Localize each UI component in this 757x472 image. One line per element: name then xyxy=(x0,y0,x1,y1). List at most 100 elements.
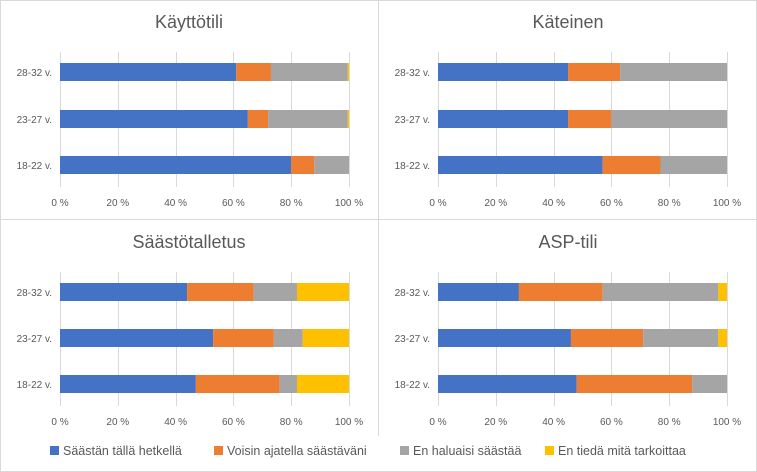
category-label: 18-22 v. xyxy=(17,161,52,172)
legend: Säästän tällä hetkellä Voisin ajatella sä… xyxy=(50,444,686,458)
x-tick-label: 0 % xyxy=(51,417,68,428)
x-tick-label: 60 % xyxy=(222,417,245,428)
bar-en-haluaisi-saastaa-23-27-v xyxy=(611,110,727,128)
bar-voisin-ajatella-saastavani-23-27-v xyxy=(570,329,644,347)
bar-en-tieda-mita-tarkoittaa-28-32-v xyxy=(718,283,727,301)
category-label: 28-32 v. xyxy=(17,68,52,79)
x-tick-label: 40 % xyxy=(542,417,565,428)
bar-saastan-talla-hetkella-18-22-v xyxy=(60,156,292,174)
bar-saastan-talla-hetkella-28-32-v xyxy=(438,283,519,301)
x-tick-label: 60 % xyxy=(222,198,245,209)
legend-item-en-haluaisi-saastaa: En haluaisi säästää xyxy=(400,444,521,458)
bar-en-tieda-mita-tarkoittaa-23-27-v xyxy=(718,329,727,347)
bar-en-haluaisi-saastaa-18-22-v xyxy=(660,156,727,174)
bar-voisin-ajatella-saastavani-23-27-v xyxy=(213,329,274,347)
category-label: 28-32 v. xyxy=(17,288,52,299)
x-tick-label: 20 % xyxy=(484,417,507,428)
legend-item-en-tieda-mita-tarkoittaa: En tiedä mitä tarkoittaa xyxy=(545,444,686,458)
category-label: 18-22 v. xyxy=(395,380,430,391)
legend-swatch xyxy=(214,446,223,455)
bar-saastan-talla-hetkella-23-27-v xyxy=(60,110,248,128)
bar-saastan-talla-hetkella-18-22-v xyxy=(438,156,603,174)
legend-swatch xyxy=(400,446,409,455)
bar-en-tieda-mita-tarkoittaa-23-27-v xyxy=(347,110,349,128)
category-label: 28-32 v. xyxy=(395,288,430,299)
bar-voisin-ajatella-saastavani-28-32-v xyxy=(568,63,621,81)
bar-saastan-talla-hetkella-28-32-v xyxy=(438,63,569,81)
category-label: 23-27 v. xyxy=(17,334,52,345)
x-tick-label: 100 % xyxy=(713,417,741,428)
bar-saastan-talla-hetkella-23-27-v xyxy=(60,329,214,347)
bar-voisin-ajatella-saastavani-18-22-v xyxy=(291,156,315,174)
x-tick-label: 100 % xyxy=(335,198,363,209)
bar-voisin-ajatella-saastavani-28-32-v xyxy=(236,63,271,81)
bar-saastan-talla-hetkella-23-27-v xyxy=(438,329,571,347)
bar-en-tieda-mita-tarkoittaa-18-22-v xyxy=(296,375,349,393)
bar-en-haluaisi-saastaa-28-32-v xyxy=(602,283,719,301)
x-tick-label: 20 % xyxy=(484,198,507,209)
category-label: 23-27 v. xyxy=(17,115,52,126)
x-tick-label: 100 % xyxy=(335,417,363,428)
x-tick-label: 0 % xyxy=(429,417,446,428)
bar-en-haluaisi-saastaa-23-27-v xyxy=(268,110,348,128)
category-label: 18-22 v. xyxy=(395,161,430,172)
chart-title: Käteinen xyxy=(532,12,603,32)
bar-voisin-ajatella-saastavani-18-22-v xyxy=(195,375,280,393)
bar-en-tieda-mita-tarkoittaa-28-32-v xyxy=(296,283,349,301)
legend-label: Voisin ajatella säästäväni xyxy=(227,444,367,458)
panel-asp-tili: ASP-tili 0 % 20 % 40 % 60 % 80 % 100 % 28-32 v.… xyxy=(395,232,742,428)
bar-voisin-ajatella-saastavani-28-32-v xyxy=(518,283,603,301)
bar-voisin-ajatella-saastavani-23-27-v xyxy=(247,110,269,128)
legend-item-voisin-ajatella-saastavani: Voisin ajatella säästäväni xyxy=(214,444,367,458)
bar-saastan-talla-hetkella-18-22-v xyxy=(438,375,577,393)
bar-en-tieda-mita-tarkoittaa-28-32-v xyxy=(347,63,349,81)
x-tick-label: 40 % xyxy=(164,198,187,209)
bar-voisin-ajatella-saastavani-18-22-v xyxy=(602,156,661,174)
bar-saastan-talla-hetkella-23-27-v xyxy=(438,110,569,128)
bar-en-haluaisi-saastaa-23-27-v xyxy=(273,329,303,347)
x-tick-label: 20 % xyxy=(106,198,129,209)
bar-en-haluaisi-saastaa-28-32-v xyxy=(620,63,727,81)
bar-en-haluaisi-saastaa-18-22-v xyxy=(692,375,727,393)
bar-voisin-ajatella-saastavani-28-32-v xyxy=(187,283,254,301)
x-tick-label: 60 % xyxy=(600,198,623,209)
x-tick-label: 80 % xyxy=(280,198,303,209)
x-tick-label: 20 % xyxy=(106,417,129,428)
x-tick-label: 0 % xyxy=(429,198,446,209)
bar-saastan-talla-hetkella-28-32-v xyxy=(60,283,188,301)
legend-label: En haluaisi säästää xyxy=(413,444,521,458)
bar-en-haluaisi-saastaa-28-32-v xyxy=(253,283,297,301)
x-tick-label: 40 % xyxy=(542,198,565,209)
category-label: 23-27 v. xyxy=(395,115,430,126)
category-label: 28-32 v. xyxy=(395,68,430,79)
x-tick-label: 80 % xyxy=(658,417,681,428)
x-tick-label: 80 % xyxy=(658,198,681,209)
panel-saastotalletus: Säästötalletus 0 % 20 % 40 % 60 % 80 % 100 % 28… xyxy=(17,232,364,428)
x-tick-label: 60 % xyxy=(600,417,623,428)
bar-saastan-talla-hetkella-18-22-v xyxy=(60,375,196,393)
chart-title: Käyttötili xyxy=(155,12,223,32)
chart-title: ASP-tili xyxy=(538,232,597,252)
legend-swatch xyxy=(50,446,59,455)
bar-voisin-ajatella-saastavani-23-27-v xyxy=(568,110,612,128)
category-label: 23-27 v. xyxy=(395,334,430,345)
bar-en-tieda-mita-tarkoittaa-23-27-v xyxy=(302,329,349,347)
panel-kateinen: Käteinen 0 % 20 % 40 % 60 % 80 % 100 % 28-32 v.… xyxy=(395,12,742,209)
bar-en-haluaisi-saastaa-23-27-v xyxy=(643,329,719,347)
x-tick-label: 0 % xyxy=(51,198,68,209)
bar-en-haluaisi-saastaa-18-22-v xyxy=(314,156,349,174)
legend-swatch xyxy=(545,446,554,455)
legend-label: Säästän tällä hetkellä xyxy=(63,444,182,458)
panel-kayttotili: Käyttötili 0 % 20 % 40 % 60 % 80 % 100 % 28-32 … xyxy=(17,12,364,209)
x-tick-label: 100 % xyxy=(713,198,741,209)
x-tick-label: 80 % xyxy=(280,417,303,428)
bar-voisin-ajatella-saastavani-18-22-v xyxy=(576,375,693,393)
x-tick-label: 40 % xyxy=(164,417,187,428)
bar-en-haluaisi-saastaa-18-22-v xyxy=(279,375,297,393)
category-label: 18-22 v. xyxy=(17,380,52,391)
bar-saastan-talla-hetkella-28-32-v xyxy=(60,63,237,81)
legend-label: En tiedä mitä tarkoittaa xyxy=(558,444,686,458)
